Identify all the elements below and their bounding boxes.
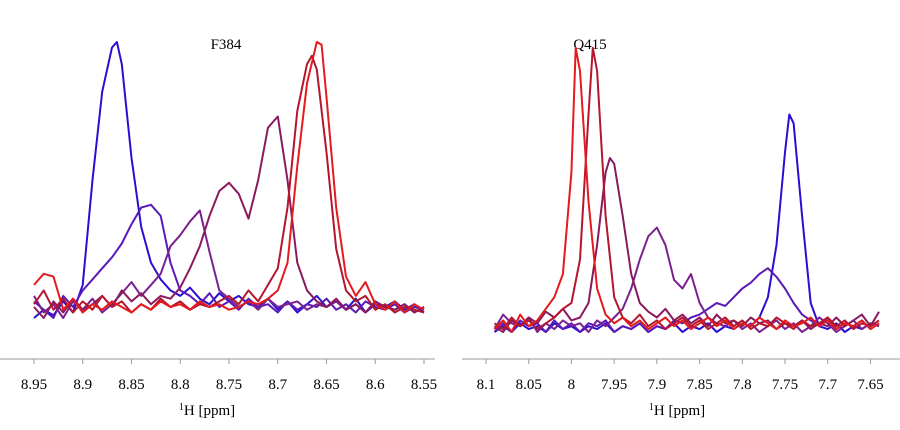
series-group-q415 bbox=[493, 46, 880, 333]
x-tick-label: 7.7 bbox=[818, 377, 837, 393]
spectrum-series-4-q415 bbox=[493, 157, 880, 333]
series-group-f384 bbox=[33, 41, 425, 319]
x-tick-label: 8 bbox=[568, 377, 576, 393]
x-tick-label: 8.75 bbox=[216, 377, 242, 393]
x-tick-label: 7.65 bbox=[857, 377, 883, 393]
x-tick-label: 8.65 bbox=[313, 377, 339, 393]
panel-f384: F384 8.95 8.9 8.85 8.8 8.75 8.7 8.65 8.6 8.55 1H… bbox=[0, 37, 437, 419]
x-tick-label: 8.9 bbox=[73, 377, 92, 393]
x-tick-label: 7.95 bbox=[601, 377, 627, 393]
x-axis-label-text: H [ppm] bbox=[184, 403, 235, 419]
spectrum-series-5-q415 bbox=[493, 46, 880, 331]
x-axis-label-super: 1 bbox=[179, 402, 184, 413]
spectrum-series-6-q415 bbox=[493, 46, 880, 333]
spectrum-series-1-f384 bbox=[33, 41, 425, 319]
x-tick-label: 8.7 bbox=[268, 377, 287, 393]
x-tick-label: 8.55 bbox=[411, 377, 437, 393]
x-tick-label: 8.1 bbox=[477, 377, 496, 393]
x-tick-label: 7.8 bbox=[733, 377, 752, 393]
x-axis-label-text: H [ppm] bbox=[654, 403, 705, 419]
spectrum-series-4-f384 bbox=[33, 115, 425, 319]
panel-title-f384: F384 bbox=[211, 37, 242, 53]
x-axis-label-super: 1 bbox=[649, 402, 654, 413]
x-axis-label-q415: 1H [ppm] bbox=[649, 402, 705, 420]
x-tick-label: 8.05 bbox=[516, 377, 542, 393]
spectrum-series-5-f384 bbox=[33, 54, 425, 314]
panel-title-q415: Q415 bbox=[573, 37, 606, 53]
x-ticks-f384: 8.95 8.9 8.85 8.8 8.75 8.7 8.65 8.6 8.55 bbox=[21, 359, 437, 393]
x-tick-label: 8.85 bbox=[118, 377, 144, 393]
spectrum-series-2-f384 bbox=[33, 203, 425, 319]
x-tick-label: 8.8 bbox=[171, 377, 190, 393]
spectrum-series-6-f384 bbox=[33, 41, 425, 314]
x-tick-label: 7.9 bbox=[647, 377, 666, 393]
x-axis-label-f384: 1H [ppm] bbox=[179, 402, 235, 420]
x-tick-label: 7.75 bbox=[772, 377, 798, 393]
x-tick-label: 8.95 bbox=[21, 377, 47, 393]
x-tick-label: 7.85 bbox=[686, 377, 712, 393]
panel-q415: Q415 8.1 8.05 8 7.95 7.9 7.85 7.8 7.75 7.7 7.65 1… bbox=[462, 37, 900, 419]
x-ticks-q415: 8.1 8.05 8 7.95 7.9 7.85 7.8 7.75 7.7 7.65 bbox=[477, 359, 884, 393]
x-tick-label: 8.6 bbox=[366, 377, 385, 393]
